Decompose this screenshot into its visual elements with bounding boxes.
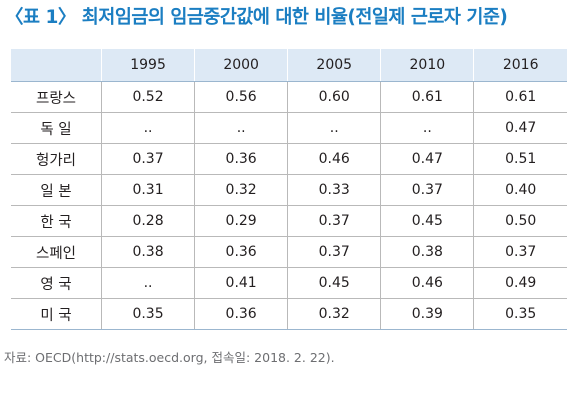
table-cell: 0.45 <box>287 267 382 299</box>
header-year-1995: 1995 <box>101 49 196 82</box>
table-cell: .. <box>287 112 382 144</box>
table-cell: 0.47 <box>380 143 475 175</box>
header-year-2016: 2016 <box>473 49 567 82</box>
table-cell: 0.50 <box>473 205 567 237</box>
table-cell: 0.61 <box>380 81 475 113</box>
row-label: 헝가리 <box>11 143 102 175</box>
table-cell: 0.52 <box>101 81 196 113</box>
table-cell: 0.35 <box>473 298 567 330</box>
row-label: 프랑스 <box>11 81 102 113</box>
table-cell: 0.37 <box>287 236 382 268</box>
table-row-germany: 독 일 .. .. .. .. 0.47 <box>11 112 567 144</box>
table-cell: 0.38 <box>101 236 196 268</box>
row-label: 스페인 <box>11 236 102 268</box>
row-label: 미 국 <box>11 298 102 330</box>
table-cell: 0.46 <box>287 143 382 175</box>
minimum-wage-ratio-table: 1995 2000 2005 2010 2016 프랑스 0.52 0.56 0… <box>11 49 567 330</box>
table-cell: 0.49 <box>473 267 567 299</box>
table-cell: 0.60 <box>287 81 382 113</box>
table-title: 〈표 1〉 최저임금의 임금중간값에 대한 비율(전일제 근로자 기준) <box>5 7 508 28</box>
table-cell: 0.38 <box>380 236 475 268</box>
table-cell: 0.45 <box>380 205 475 237</box>
table-cell: 0.32 <box>194 174 289 206</box>
table-row-france: 프랑스 0.52 0.56 0.60 0.61 0.61 <box>11 81 567 113</box>
table-cell: 0.61 <box>473 81 567 113</box>
table-cell: 0.40 <box>473 174 567 206</box>
table-header-row: 1995 2000 2005 2010 2016 <box>11 49 567 82</box>
table-cell: 0.37 <box>473 236 567 268</box>
table-cell: 0.28 <box>101 205 196 237</box>
table-cell: 0.36 <box>194 143 289 175</box>
table-cell: .. <box>101 267 196 299</box>
table-cell: 0.37 <box>380 174 475 206</box>
source-note: 자료: OECD(http://stats.oecd.org, 접속일: 201… <box>4 350 335 365</box>
table-row-spain: 스페인 0.38 0.36 0.37 0.38 0.37 <box>11 236 567 268</box>
header-year-2010: 2010 <box>380 49 475 82</box>
row-label: 한 국 <box>11 205 102 237</box>
table-cell: 0.56 <box>194 81 289 113</box>
table-cell: 0.36 <box>194 298 289 330</box>
table-row-korea: 한 국 0.28 0.29 0.37 0.45 0.50 <box>11 205 567 237</box>
table-cell: .. <box>380 112 475 144</box>
table-row-hungary: 헝가리 0.37 0.36 0.46 0.47 0.51 <box>11 143 567 175</box>
row-label: 일 본 <box>11 174 102 206</box>
table-row-usa: 미 국 0.35 0.36 0.32 0.39 0.35 <box>11 298 567 330</box>
table-cell: 0.36 <box>194 236 289 268</box>
table-cell: 0.51 <box>473 143 567 175</box>
table-cell: 0.29 <box>194 205 289 237</box>
header-year-2000: 2000 <box>194 49 289 82</box>
row-label: 독 일 <box>11 112 102 144</box>
table-cell: 0.37 <box>101 143 196 175</box>
table-cell: 0.31 <box>101 174 196 206</box>
header-year-2005: 2005 <box>287 49 382 82</box>
table-cell: 0.37 <box>287 205 382 237</box>
table-row-japan: 일 본 0.31 0.32 0.33 0.37 0.40 <box>11 174 567 206</box>
table-cell: .. <box>194 112 289 144</box>
table-cell: 0.32 <box>287 298 382 330</box>
table-cell: 0.47 <box>473 112 567 144</box>
table-cell: 0.41 <box>194 267 289 299</box>
table-cell: 0.35 <box>101 298 196 330</box>
table-cell: 0.39 <box>380 298 475 330</box>
header-corner-cell <box>11 49 102 82</box>
table-cell: .. <box>101 112 196 144</box>
table-cell: 0.33 <box>287 174 382 206</box>
table-row-uk: 영 국 .. 0.41 0.45 0.46 0.49 <box>11 267 567 299</box>
table-cell: 0.46 <box>380 267 475 299</box>
row-label: 영 국 <box>11 267 102 299</box>
